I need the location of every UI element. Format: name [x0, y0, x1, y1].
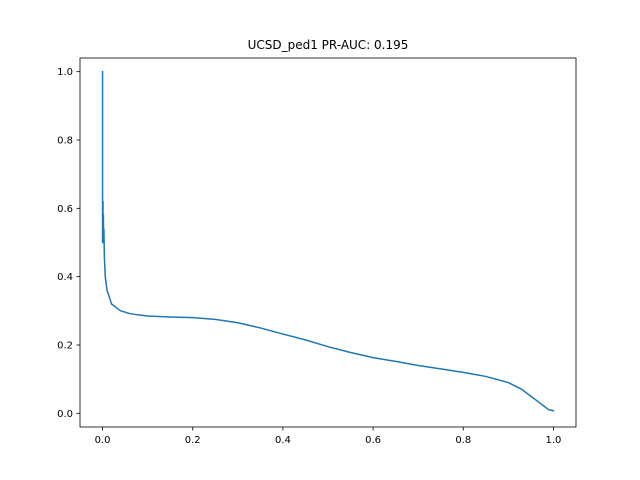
y-tick-label: 0.2	[57, 341, 73, 352]
series-line-0	[101, 70, 555, 412]
x-tick-label: 0.0	[95, 435, 111, 446]
x-tick-label: 0.2	[185, 435, 201, 446]
axes-frame	[79, 57, 577, 428]
x-tick-label: 0.4	[275, 435, 291, 446]
x-tick-label: 1.0	[546, 435, 562, 446]
y-tick-label: 0.0	[57, 409, 73, 420]
y-tick-label: 0.4	[57, 272, 73, 283]
y-tick-label: 1.0	[57, 67, 73, 78]
y-tick-label: 0.6	[57, 204, 73, 215]
plot-area: 0.0 0.2 0.4 0.6 0.8 1.0 0.0 0.2 0.4 0.6 0.8 1.0	[57, 57, 577, 446]
x-tick-label: 0.8	[455, 435, 471, 446]
x-tick-label: 0.6	[365, 435, 381, 446]
y-tick-label: 0.8	[57, 136, 73, 147]
chart-title: UCSD_ped1 PR-AUC: 0.195	[248, 38, 409, 52]
